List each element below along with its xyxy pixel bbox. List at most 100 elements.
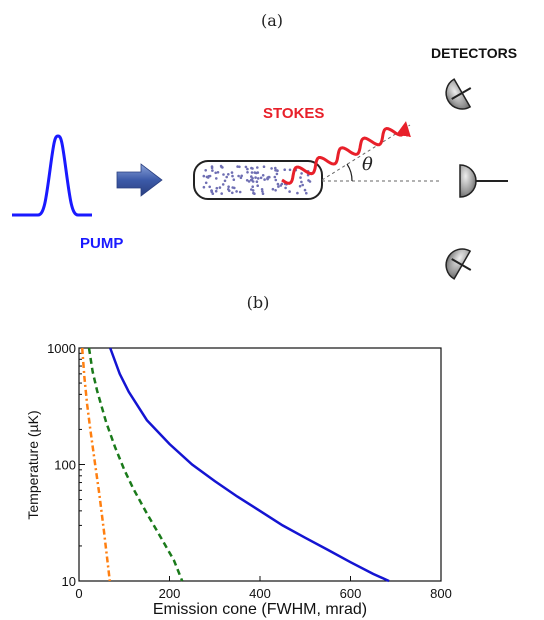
atom-dot [238, 165, 241, 169]
atom-dot [276, 169, 279, 172]
atom-dot [300, 172, 303, 175]
atom-dot [255, 180, 259, 183]
atom-dot [255, 166, 259, 169]
atom-dot [220, 192, 223, 195]
atom-dot [277, 185, 280, 188]
atom-dot [225, 175, 228, 179]
atom-dot [256, 177, 260, 180]
atom-dot [232, 178, 236, 181]
detector-middle [459, 164, 508, 198]
atom-dot [218, 186, 222, 189]
atom-dot [237, 174, 240, 178]
atom-dot [274, 178, 278, 182]
atom-dot [251, 185, 254, 188]
x-tick-label: 200 [159, 586, 181, 601]
atom-dot [288, 168, 292, 172]
atom-dot [254, 171, 258, 175]
atom-dot [230, 171, 234, 174]
detector-top [445, 78, 472, 110]
detector-bottom [445, 248, 472, 280]
atom-dot [288, 190, 291, 193]
atom-dot [222, 173, 225, 176]
atom-dot [305, 191, 308, 195]
atom-dot [273, 175, 277, 179]
atom-dot [301, 183, 305, 187]
atom-dot [256, 184, 260, 187]
atom-dot [231, 191, 234, 195]
stokes-label: STOKES [263, 105, 324, 122]
panel-a-label: (a) [261, 11, 283, 30]
atom-dot [214, 171, 217, 175]
atom-dot [275, 172, 279, 176]
atom-dot [205, 175, 209, 179]
atom-dot [219, 164, 223, 168]
atom-dot [274, 169, 277, 172]
atom-dot [202, 174, 206, 178]
series-line-2 [87, 347, 184, 582]
atom-dot [263, 178, 266, 181]
atom-dot [244, 165, 248, 169]
atom-dot [260, 188, 264, 191]
theta-arc [346, 163, 353, 182]
atom-dot [245, 179, 249, 182]
atom-dot [204, 181, 208, 185]
atom-dot [227, 173, 230, 176]
atom-dots [202, 164, 312, 195]
atom-dot [204, 169, 207, 172]
x-tick-label: 600 [340, 586, 362, 601]
pump-pulse [12, 134, 92, 217]
atom-dot [250, 171, 254, 174]
atom-dot [296, 191, 299, 195]
x-tick-label: 400 [249, 586, 271, 601]
atom-dot [253, 192, 256, 195]
atom-dot [216, 171, 220, 174]
atom-dot [211, 192, 215, 195]
plot-frame [78, 347, 442, 582]
atom-dot [262, 165, 266, 168]
atom-dot [250, 166, 253, 170]
atom-dot [208, 185, 211, 189]
temperature-chart: 0 200 400 600 800 10 100 1000 Emission cone (F… [25, 341, 452, 618]
atom-dot [247, 180, 251, 183]
atom-dot [250, 175, 253, 178]
atom-dot [259, 176, 263, 180]
atom-dot [299, 176, 302, 179]
atom-dot [246, 167, 249, 171]
atom-dot [210, 189, 213, 192]
atom-dot [267, 175, 271, 179]
pump-arrow [116, 163, 163, 197]
atom-dot [274, 189, 277, 192]
atom-dot [215, 186, 219, 190]
y-tick-label: 1000 [47, 341, 76, 356]
atom-dot [303, 188, 307, 192]
theta-symbol: θ [362, 154, 373, 175]
atom-dot [280, 182, 284, 186]
atom-dot [235, 190, 238, 193]
atom-dot [231, 174, 234, 178]
atom-dot [202, 185, 206, 189]
atom-dot [251, 180, 255, 183]
series-line-3 [80, 347, 112, 582]
x-tick-label: 0 [75, 586, 82, 601]
atom-dot [298, 184, 302, 188]
atom-dot [284, 186, 287, 190]
atom-dot [246, 171, 249, 174]
pump-label: PUMP [80, 235, 123, 252]
atom-dot [261, 192, 265, 195]
atom-dot [276, 182, 280, 186]
atom-dot [239, 176, 243, 179]
series-line-1 [109, 347, 390, 583]
x-tick-label: 800 [430, 586, 452, 601]
atom-dot [271, 187, 275, 191]
atom-dot [307, 179, 310, 182]
panel-b-label: (b) [247, 293, 270, 312]
atom-dot [211, 169, 214, 172]
atom-dot [214, 189, 218, 193]
atom-dot [283, 168, 287, 171]
atom-dot [261, 174, 265, 177]
x-axis-label: Emission cone (FWHM, mrad) [153, 601, 367, 618]
atom-dot [266, 177, 269, 181]
atom-dot [274, 166, 277, 170]
atom-dot [227, 185, 230, 188]
atom-dot [300, 180, 303, 184]
